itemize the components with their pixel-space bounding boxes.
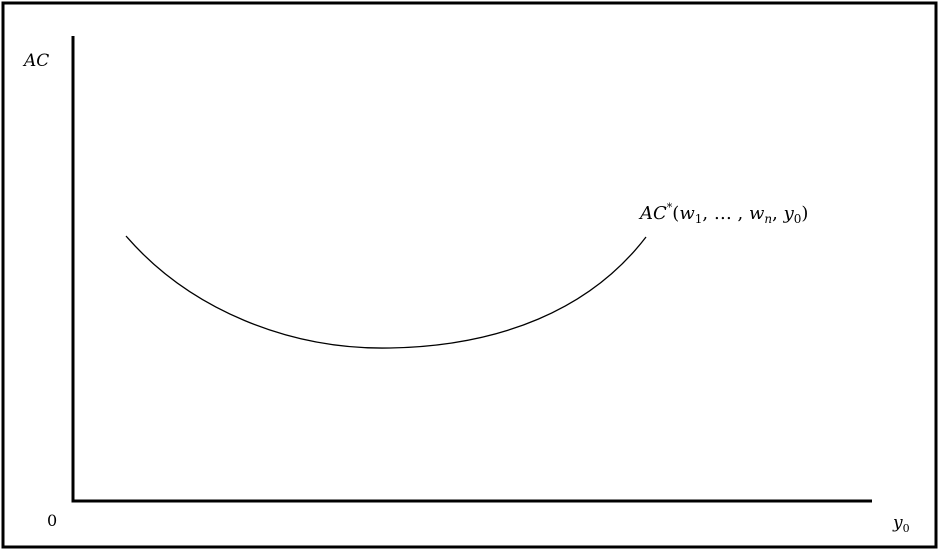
curve-label-w1-sub: 1: [695, 212, 703, 226]
curve-label-open: (: [672, 203, 679, 224]
curve-label-y0: y: [783, 203, 795, 224]
curve-label-prefix: AC: [638, 203, 667, 224]
curve-label-close: ): [801, 203, 808, 224]
curve-label-wn-sub: n: [764, 212, 772, 226]
curve-label-sep2: ,: [772, 203, 783, 224]
curve-label-sep1: , … ,: [702, 203, 749, 224]
curve-label-star: *: [667, 201, 673, 214]
curve-label: AC*(w1, … , wn, y0): [638, 201, 808, 226]
curve-label-wn: w: [749, 203, 765, 224]
x-axis-label-sub: 0: [903, 522, 910, 535]
x-axis-label: y0: [892, 513, 910, 535]
origin-label: 0: [47, 511, 57, 530]
curve-label-w1: w: [679, 203, 695, 224]
y-axis-label: AC: [22, 51, 49, 71]
curve-label-y0-sub: 0: [794, 212, 802, 226]
average-cost-curve: [125, 235, 647, 349]
x-axis-label-base: y: [892, 513, 903, 533]
